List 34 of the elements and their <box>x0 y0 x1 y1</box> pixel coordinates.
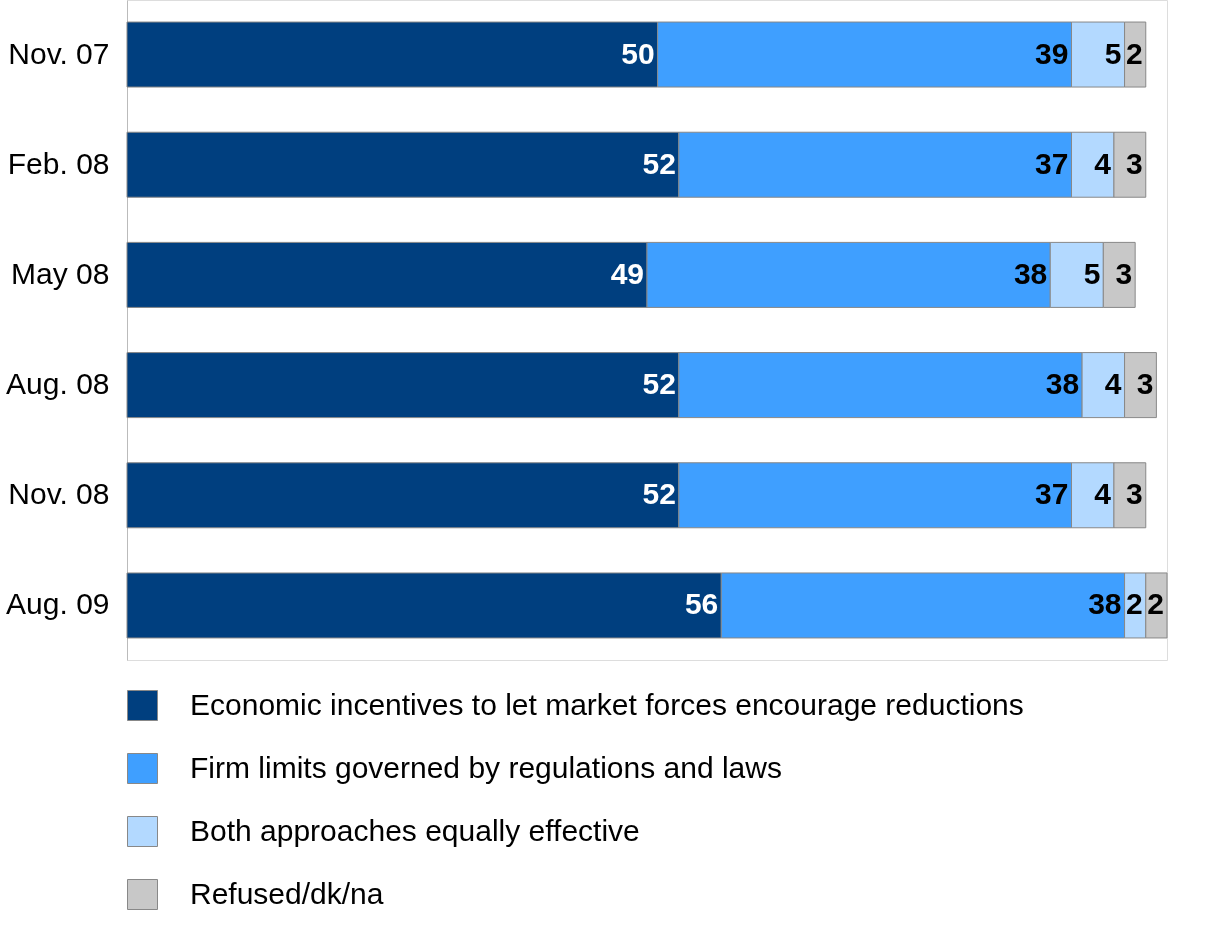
legend-label: Both approaches equally effective <box>190 813 640 847</box>
data-label: 5 <box>1083 256 1101 290</box>
y-tick-label: May 08 <box>11 256 110 290</box>
data-label: 37 <box>1035 146 1069 180</box>
data-label: 3 <box>1136 367 1154 401</box>
data-label: 2 <box>1147 587 1164 621</box>
data-label: 50 <box>621 36 655 70</box>
legend-label: Refused/dk/na <box>190 876 384 910</box>
data-label: 3 <box>1115 256 1133 290</box>
y-tick-label: Nov. 07 <box>8 36 110 70</box>
data-label: 3 <box>1126 146 1143 180</box>
y-tick-label: Feb. 08 <box>7 146 110 180</box>
data-label: 52 <box>642 477 676 511</box>
data-label: 52 <box>642 367 676 401</box>
legend-label: Economic incentives to let market forces encourage reductions <box>190 687 1024 721</box>
data-label: 38 <box>1088 587 1122 621</box>
y-tick-label: Aug. 08 <box>6 367 110 401</box>
data-label: 3 <box>1126 477 1143 511</box>
y-tick-label: Aug. 09 <box>6 587 110 621</box>
data-label: 4 <box>1094 477 1112 511</box>
data-label: 5 <box>1104 36 1122 70</box>
data-label: 39 <box>1035 36 1069 70</box>
data-label: 4 <box>1104 367 1122 401</box>
data-label: 4 <box>1094 146 1112 180</box>
data-label: 52 <box>642 146 676 180</box>
data-label: 49 <box>610 256 644 290</box>
data-label: 2 <box>1126 36 1143 70</box>
data-label: 2 <box>1126 587 1143 621</box>
data-label: 37 <box>1035 477 1069 511</box>
data-label: 38 <box>1045 367 1080 401</box>
data-label: 56 <box>684 587 719 621</box>
data-label: 38 <box>1013 256 1048 290</box>
y-tick-label: Nov. 08 <box>8 477 110 511</box>
legend-label: Firm limits governed by regulations and laws <box>190 750 782 784</box>
